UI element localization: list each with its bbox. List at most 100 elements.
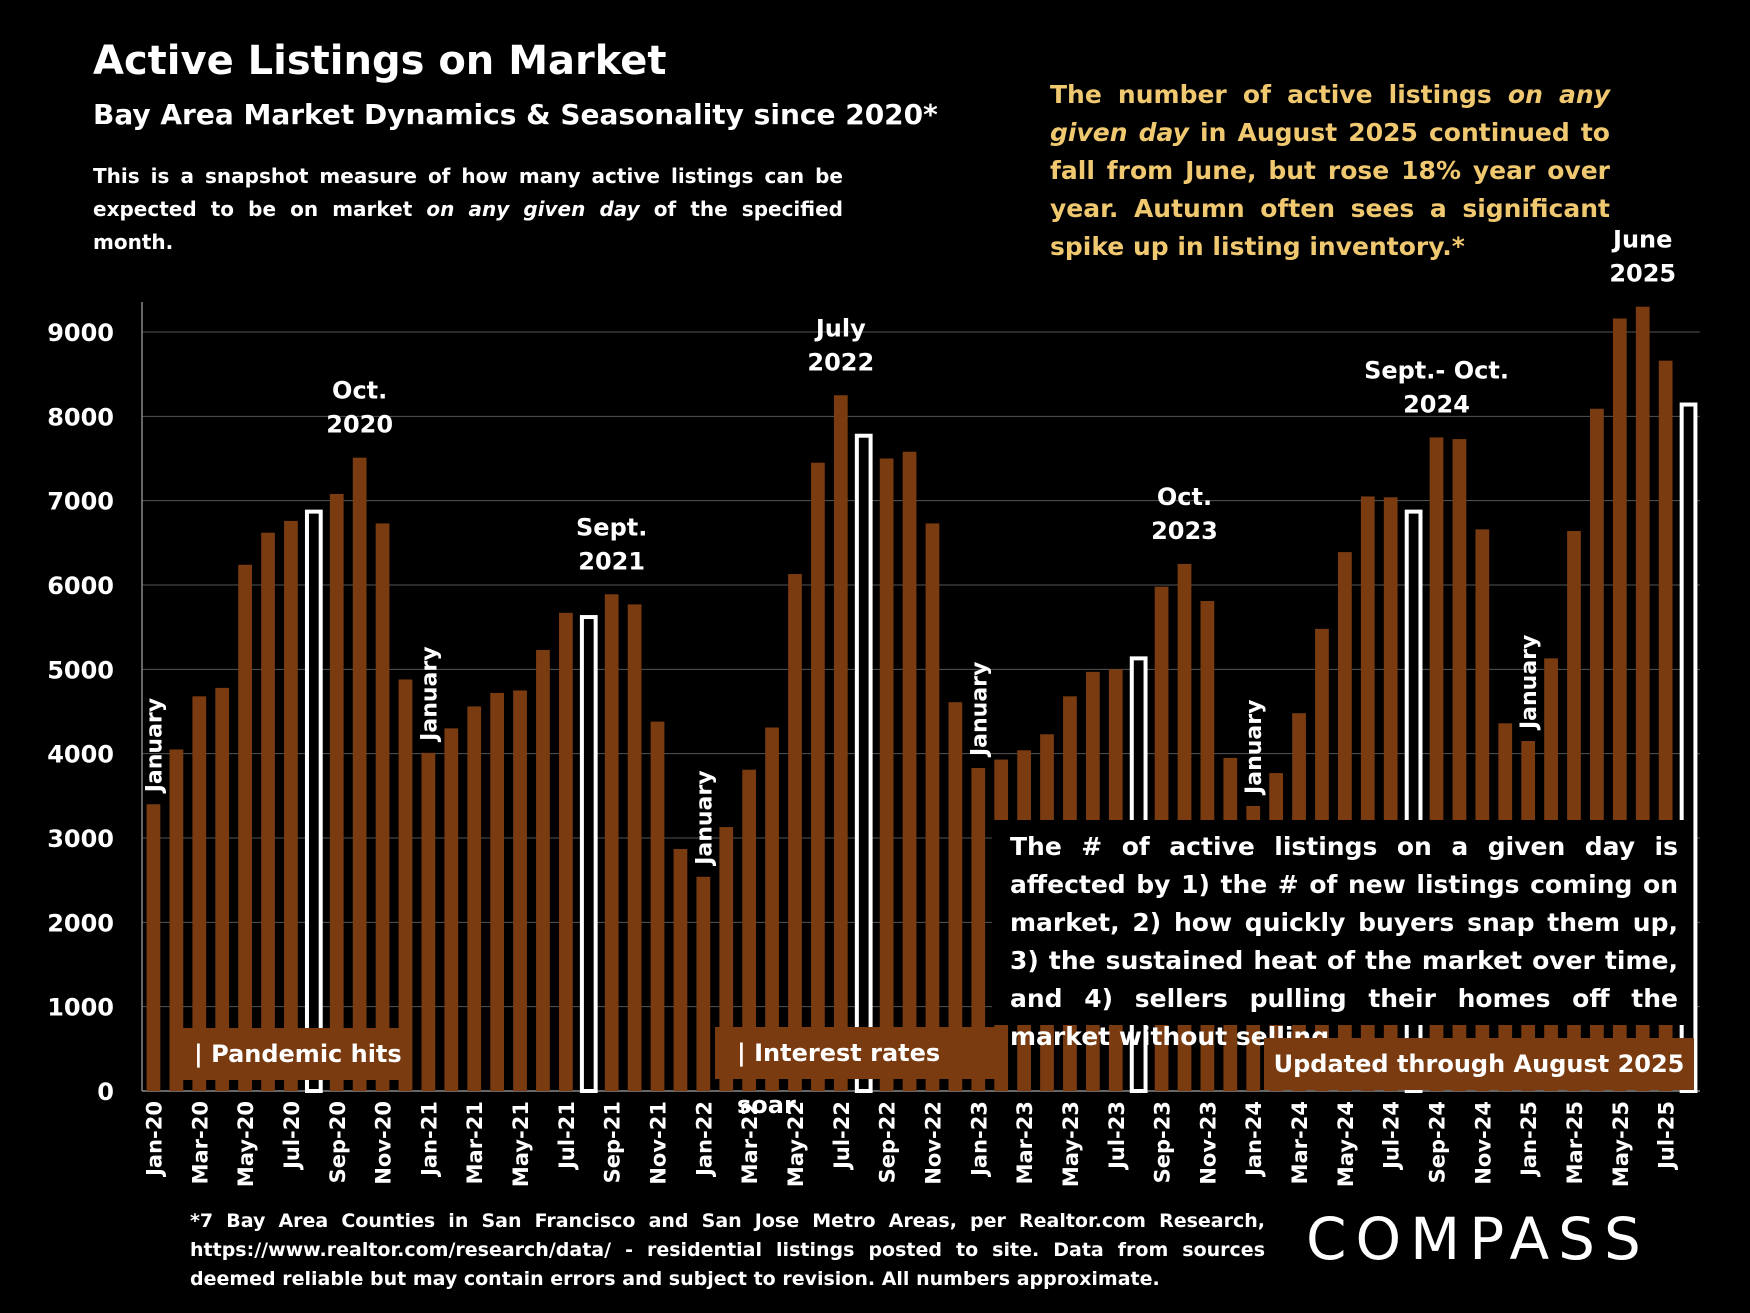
x-tick-label: Jan-24 — [1242, 1101, 1266, 1178]
x-tick-label: Mar-21 — [463, 1101, 487, 1184]
bar-apr-20 — [215, 687, 230, 1091]
bar-jan-20 — [146, 804, 161, 1091]
x-tick-label: Jan-22 — [692, 1101, 716, 1178]
bar-feb-21 — [444, 728, 459, 1091]
x-tick-label: Jul-25 — [1655, 1101, 1679, 1171]
peak-annotation: 2023 — [1151, 517, 1218, 545]
x-tick-label: Mar-20 — [188, 1101, 212, 1184]
y-tick-label: 2000 — [47, 909, 114, 937]
peak-annotation: 2020 — [326, 411, 393, 439]
x-tick-label: Sep-24 — [1426, 1101, 1450, 1183]
chart-subtitle: Bay Area Market Dynamics & Seasonality s… — [93, 98, 938, 131]
january-label: January — [1517, 635, 1542, 731]
x-tick-label: May-25 — [1609, 1101, 1633, 1187]
january-label: January — [1242, 700, 1267, 796]
x-tick-label: Jan-25 — [1517, 1101, 1541, 1178]
peak-annotation: July — [814, 314, 866, 342]
y-tick-label: 5000 — [47, 656, 114, 684]
bar-feb-20 — [169, 749, 184, 1091]
peak-annotation: 2024 — [1403, 390, 1470, 418]
x-tick-label: Jan-21 — [417, 1101, 441, 1178]
interest-rates-tag: | Interest rates soar — [715, 1027, 995, 1119]
x-tick-label: Jul-20 — [280, 1101, 304, 1171]
bar-nov-20 — [375, 523, 390, 1091]
chart-description: This is a snapshot measure of how many a… — [93, 164, 843, 254]
bar-sep-21 — [604, 594, 619, 1091]
bar-apr-21 — [490, 692, 505, 1091]
y-tick-label: 4000 — [47, 741, 114, 769]
callout-text: The number of active listings on any giv… — [1050, 80, 1610, 261]
y-tick-label: 3000 — [47, 825, 114, 853]
peak-annotation: Sept.- Oct. — [1364, 356, 1509, 384]
notes-text: The # of active listings on a given day … — [1010, 832, 1678, 1051]
january-label: January — [142, 698, 167, 794]
x-tick-label: Sep-23 — [1151, 1101, 1175, 1183]
x-tick-label: Jan-23 — [967, 1101, 991, 1178]
x-tick-label: Nov-22 — [921, 1101, 945, 1185]
x-tick-label: May-20 — [234, 1101, 258, 1187]
bar-dec-21 — [673, 848, 688, 1091]
bar-jul-20 — [284, 520, 298, 1091]
x-tick-label: Nov-24 — [1471, 1101, 1495, 1185]
bar-apr-22 — [765, 727, 779, 1091]
bar-mar-22 — [742, 769, 757, 1091]
x-tick-label: May-24 — [1334, 1101, 1358, 1187]
bar-oct-21 — [627, 604, 642, 1091]
bar-aug-20 — [304, 509, 323, 1093]
y-tick-label: 6000 — [47, 572, 114, 600]
bar-feb-22 — [719, 827, 734, 1091]
bar-jun-20 — [261, 532, 275, 1091]
y-tick-label: 0 — [97, 1078, 114, 1106]
bar-jul-22 — [833, 395, 848, 1091]
bar-dec-22 — [948, 702, 963, 1091]
x-tick-label: Mar-22 — [738, 1101, 762, 1184]
x-tick-label: Nov-23 — [1196, 1101, 1220, 1185]
peak-annotation: June — [1611, 226, 1672, 254]
bar-mar-20 — [192, 696, 207, 1091]
x-tick-label: Sep-20 — [326, 1101, 350, 1183]
x-tick-label: Nov-20 — [372, 1101, 396, 1185]
x-tick-label: Mar-24 — [1288, 1101, 1312, 1184]
x-tick-label: Sep-22 — [876, 1101, 900, 1183]
x-tick-label: Jul-22 — [830, 1101, 854, 1171]
updated-tag: Updated through August 2025 — [1264, 1038, 1694, 1090]
peak-annotation: Oct. — [1157, 483, 1212, 511]
bar-sep-20 — [329, 493, 344, 1091]
bar-jun-22 — [811, 462, 825, 1091]
bar-jan-21 — [421, 752, 436, 1091]
x-tick-label: Sep-21 — [601, 1101, 625, 1183]
bar-jan-23 — [971, 768, 986, 1091]
x-tick-label: Jul-23 — [1105, 1101, 1129, 1171]
y-tick-label: 1000 — [47, 994, 114, 1022]
x-tick-label: Jan-20 — [142, 1101, 166, 1178]
x-tick-label: May-22 — [784, 1101, 808, 1187]
bar-sep-22 — [879, 458, 894, 1091]
peak-annotation: Sept. — [576, 513, 647, 541]
x-tick-label: Nov-21 — [647, 1101, 671, 1185]
january-label: January — [417, 646, 442, 742]
bar-nov-22 — [925, 523, 940, 1091]
pandemic-tag: | Pandemic hits — [170, 1028, 410, 1080]
x-tick-label: May-21 — [509, 1101, 533, 1187]
y-tick-label: 9000 — [47, 319, 114, 347]
peak-annotation: Oct. — [332, 377, 387, 405]
peak-annotation: 2025 — [1609, 260, 1676, 288]
x-tick-label: May-23 — [1059, 1101, 1083, 1187]
bar-aug-21 — [579, 615, 598, 1094]
y-tick-label: 8000 — [47, 403, 114, 431]
x-tick-label: Mar-25 — [1563, 1101, 1587, 1184]
bar-aug-22 — [854, 433, 873, 1094]
x-tick-label: Jul-24 — [1380, 1101, 1404, 1171]
bar-jan-22 — [696, 876, 711, 1091]
bar-jun-21 — [536, 649, 550, 1091]
footnote: *7 Bay Area Counties in San Francisco an… — [190, 1210, 1265, 1290]
x-tick-label: Mar-23 — [1013, 1101, 1037, 1184]
bar-may-21 — [513, 690, 527, 1091]
bar-oct-20 — [352, 457, 367, 1091]
compass-logo: COMPASS — [1306, 1205, 1650, 1273]
bar-nov-21 — [650, 721, 665, 1091]
bar-jul-21 — [558, 612, 573, 1091]
peak-annotation: 2021 — [578, 547, 645, 575]
bar-oct-22 — [902, 451, 917, 1092]
peak-annotation: 2022 — [807, 348, 874, 376]
